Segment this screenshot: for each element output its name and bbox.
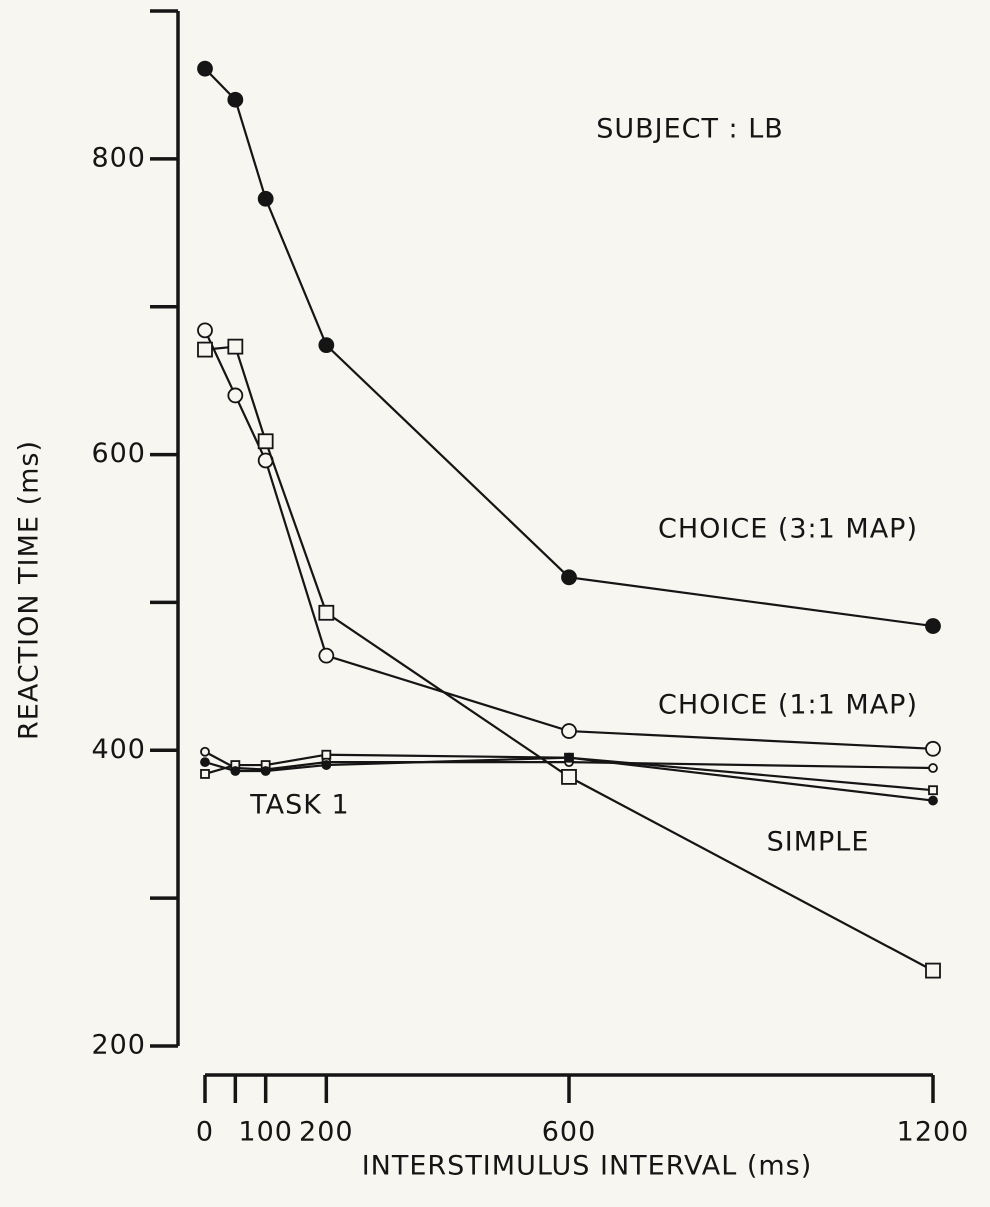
marker	[227, 338, 244, 355]
marker	[925, 962, 941, 979]
marker	[925, 618, 941, 634]
marker	[197, 322, 213, 339]
marker	[227, 91, 244, 108]
series-line	[204, 329, 934, 750]
marker	[561, 723, 577, 739]
series-label: SIMPLE	[767, 827, 870, 858]
x-tick-label: 600	[542, 1117, 597, 1148]
x-tick-label: 0	[196, 1117, 214, 1148]
marker	[227, 387, 244, 404]
marker	[564, 752, 574, 763]
marker	[928, 785, 938, 796]
marker	[321, 760, 332, 770]
marker	[561, 769, 577, 785]
marker	[257, 433, 274, 450]
y-tick-label: 200	[91, 1030, 146, 1061]
marker	[318, 647, 335, 664]
marker	[257, 190, 274, 207]
series-label: CHOICE (3:1 MAP)	[658, 514, 918, 545]
marker	[197, 60, 213, 77]
annotation: SUBJECT : LB	[596, 114, 784, 145]
x-axis-title: INTERSTIMULUS INTERVAL (ms)	[362, 1151, 813, 1182]
marker	[928, 763, 938, 773]
marker	[318, 604, 335, 621]
marker	[928, 795, 938, 806]
y-tick-label: 400	[91, 734, 146, 765]
marker	[260, 766, 271, 776]
marker	[200, 757, 210, 768]
series-line	[204, 756, 934, 802]
marker	[200, 769, 210, 779]
marker	[197, 341, 213, 358]
series-line	[204, 753, 934, 792]
marker	[925, 740, 941, 757]
x-tick-label: 200	[299, 1117, 354, 1148]
x-tick-label: 100	[238, 1117, 293, 1148]
x-tick-label: 1200	[897, 1117, 970, 1148]
marker	[321, 749, 332, 760]
task-label: TASK 1	[249, 790, 349, 821]
y-axis-title: REACTION TIME (ms)	[14, 440, 45, 740]
marker	[318, 337, 335, 354]
series-label: CHOICE (1:1 MAP)	[658, 690, 918, 721]
marker	[230, 766, 241, 776]
marker	[200, 746, 210, 757]
marker	[561, 569, 577, 586]
series-line	[204, 345, 934, 972]
y-tick-label: 600	[91, 438, 146, 469]
y-tick-label: 800	[91, 142, 146, 173]
